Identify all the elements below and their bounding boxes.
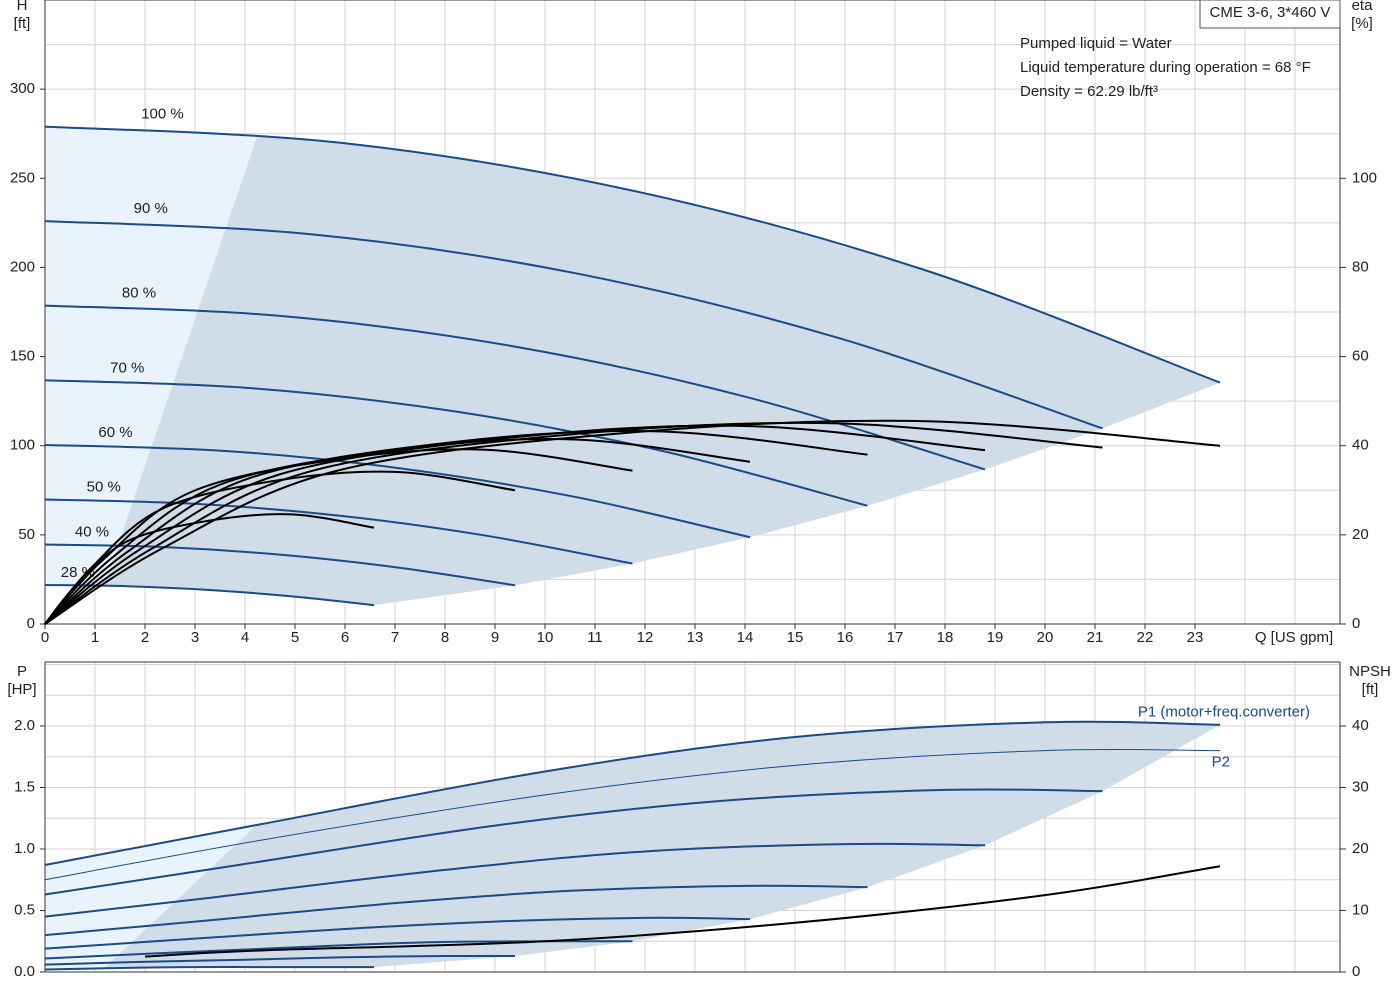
x-tick-label: 8 bbox=[441, 629, 449, 646]
x-tick-label: 2 bbox=[141, 629, 149, 646]
x-tick-label: 9 bbox=[491, 629, 499, 646]
x-tick-label: 16 bbox=[837, 629, 854, 646]
series-line bbox=[44, 220, 1103, 430]
x-tick-label: 0 bbox=[41, 629, 49, 646]
series-line bbox=[44, 379, 868, 507]
y2-tick-label: 20 bbox=[1352, 526, 1369, 543]
series-line bbox=[44, 438, 751, 625]
y2-tick-label: 40 bbox=[1352, 437, 1369, 454]
y2-tick-label: 10 bbox=[1352, 901, 1369, 918]
plot: 0.0 0.5 1.0 1.5 2.0 0 10 20 30 40 P[HP] NPSH[ft] P1 … bbox=[7, 661, 1391, 980]
y-tick-label: 50 bbox=[18, 526, 35, 543]
annotation: Pumped liquid = Water bbox=[1020, 35, 1172, 52]
annotation: Liquid temperature during operation = 68… bbox=[1020, 59, 1311, 76]
annotation: Density = 62.29 lb/ft³ bbox=[1020, 83, 1158, 100]
x-tick-label: 4 bbox=[241, 629, 249, 646]
series-label: 70 % bbox=[110, 359, 144, 376]
y-axis-label: H bbox=[17, 0, 28, 14]
y-axis-label: [ft] bbox=[14, 15, 31, 32]
x-tick-label: 20 bbox=[1037, 629, 1054, 646]
y2-tick-label: 40 bbox=[1352, 717, 1369, 734]
y2-tick-label: 20 bbox=[1352, 840, 1369, 857]
x-tick-label: 21 bbox=[1087, 629, 1104, 646]
y-tick-label: 300 bbox=[10, 80, 35, 97]
series-label: 100 % bbox=[141, 106, 184, 123]
series-label: 50 % bbox=[87, 479, 121, 496]
y2-axis-label: [%] bbox=[1351, 15, 1373, 32]
y-tick-label: 0.0 bbox=[14, 963, 35, 980]
x-tick-label: 6 bbox=[341, 629, 349, 646]
y2-axis-label: NPSH bbox=[1349, 663, 1391, 680]
series-line bbox=[44, 720, 1221, 866]
x-tick-label: 19 bbox=[987, 629, 1004, 646]
series-line bbox=[144, 865, 1221, 958]
y-axis-label: [HP] bbox=[7, 681, 36, 698]
x-tick-label: 7 bbox=[391, 629, 399, 646]
y-tick-label: 1.0 bbox=[14, 840, 35, 857]
y2-tick-label: 0 bbox=[1352, 963, 1360, 980]
series-line bbox=[44, 498, 633, 565]
info-box bbox=[1199, 0, 1341, 29]
x-tick-label: 14 bbox=[737, 629, 754, 646]
y-axis-label: P bbox=[17, 663, 27, 680]
y2-tick-label: 80 bbox=[1352, 258, 1369, 275]
series-label: 90 % bbox=[134, 200, 168, 217]
y2-axis-label: [ft] bbox=[1362, 681, 1379, 698]
series-line bbox=[44, 513, 375, 625]
series-line bbox=[44, 965, 374, 971]
series-line bbox=[44, 954, 516, 966]
y-tick-label: 2.0 bbox=[14, 717, 35, 734]
series-label: P1 (motor+freq.converter) bbox=[1138, 704, 1310, 721]
y2-tick-label: 100 bbox=[1352, 169, 1377, 186]
series-line bbox=[44, 916, 751, 950]
series-line bbox=[44, 543, 516, 587]
x-tick-label: 3 bbox=[191, 629, 199, 646]
y-tick-label: 200 bbox=[10, 258, 35, 275]
series-line bbox=[44, 470, 516, 625]
series-label: 80 % bbox=[122, 285, 156, 302]
series-label: 40 % bbox=[75, 523, 109, 540]
y-tick-label: 0.5 bbox=[14, 901, 35, 918]
x-tick-label: 5 bbox=[291, 629, 299, 646]
operating-range bbox=[91, 126, 1220, 606]
series-line bbox=[44, 448, 633, 625]
info-box-text: CME 3-6, 3*460 V bbox=[1210, 4, 1331, 21]
x-tick-label: 12 bbox=[637, 629, 654, 646]
y-tick-label: 1.5 bbox=[14, 778, 35, 795]
y-tick-label: 100 bbox=[10, 437, 35, 454]
x-tick-label: 17 bbox=[887, 629, 904, 646]
x-axis-label: Q [US gpm] bbox=[1255, 629, 1333, 646]
series-label: P2 bbox=[1212, 754, 1230, 771]
x-tick-label: 10 bbox=[537, 629, 554, 646]
series-line bbox=[44, 444, 751, 539]
x-tick-label: 15 bbox=[787, 629, 804, 646]
y2-tick-label: 30 bbox=[1352, 778, 1369, 795]
y2-axis-label: eta bbox=[1352, 0, 1374, 14]
series-line bbox=[44, 748, 1221, 881]
y-tick-label: 0 bbox=[27, 615, 35, 632]
y2-tick-label: 60 bbox=[1352, 348, 1369, 365]
y2-tick-label: 0 bbox=[1352, 615, 1360, 632]
x-tick-label: 11 bbox=[587, 629, 603, 646]
x-tick-label: 13 bbox=[687, 629, 704, 646]
x-tick-label: 22 bbox=[1137, 629, 1154, 646]
y-tick-label: 250 bbox=[10, 169, 35, 186]
series-line bbox=[44, 788, 1103, 896]
series-label: 60 % bbox=[98, 424, 132, 441]
y-tick-label: 150 bbox=[10, 348, 35, 365]
plot: 0 1 2 3 4 5 6 7 8 9 10 11 12 13 14 15 16 17 18 19 20 21 22 2305… bbox=[10, 0, 1377, 646]
series-line bbox=[44, 419, 1221, 625]
x-tick-label: 23 bbox=[1187, 629, 1204, 646]
x-tick-label: 1 bbox=[91, 629, 99, 646]
series-line bbox=[44, 884, 868, 937]
series-line bbox=[44, 125, 1221, 384]
x-tick-label: 18 bbox=[937, 629, 954, 646]
series-line bbox=[44, 842, 986, 918]
